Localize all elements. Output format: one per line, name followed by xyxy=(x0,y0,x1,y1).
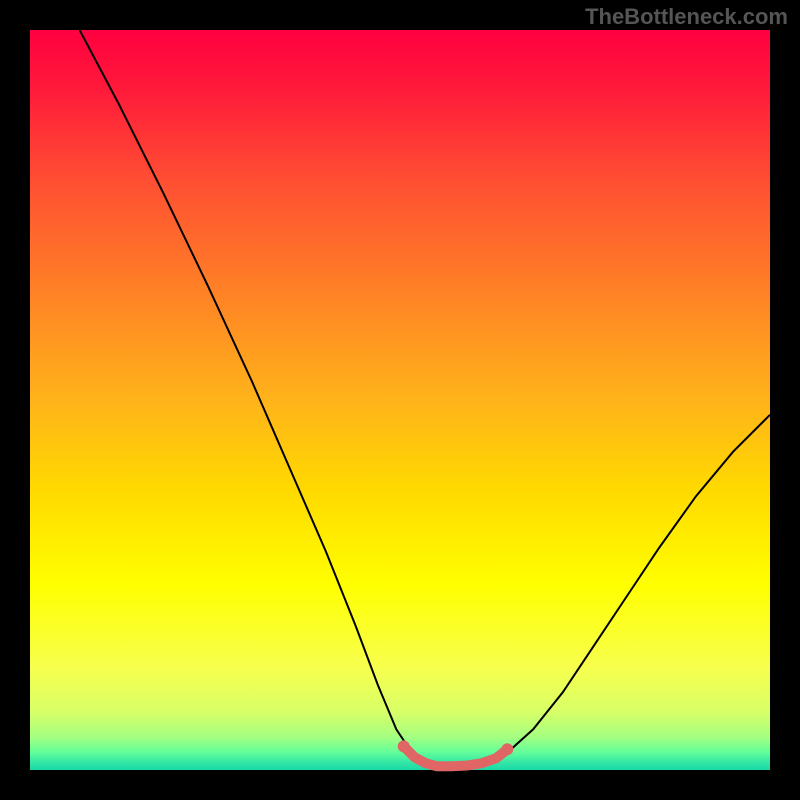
plot-area xyxy=(30,30,770,770)
trough-end-dot xyxy=(501,743,513,755)
watermark-text: TheBottleneck.com xyxy=(585,4,788,30)
trough-end-dot xyxy=(398,740,410,752)
chart-svg xyxy=(0,0,800,800)
bottleneck-chart: TheBottleneck.com xyxy=(0,0,800,800)
